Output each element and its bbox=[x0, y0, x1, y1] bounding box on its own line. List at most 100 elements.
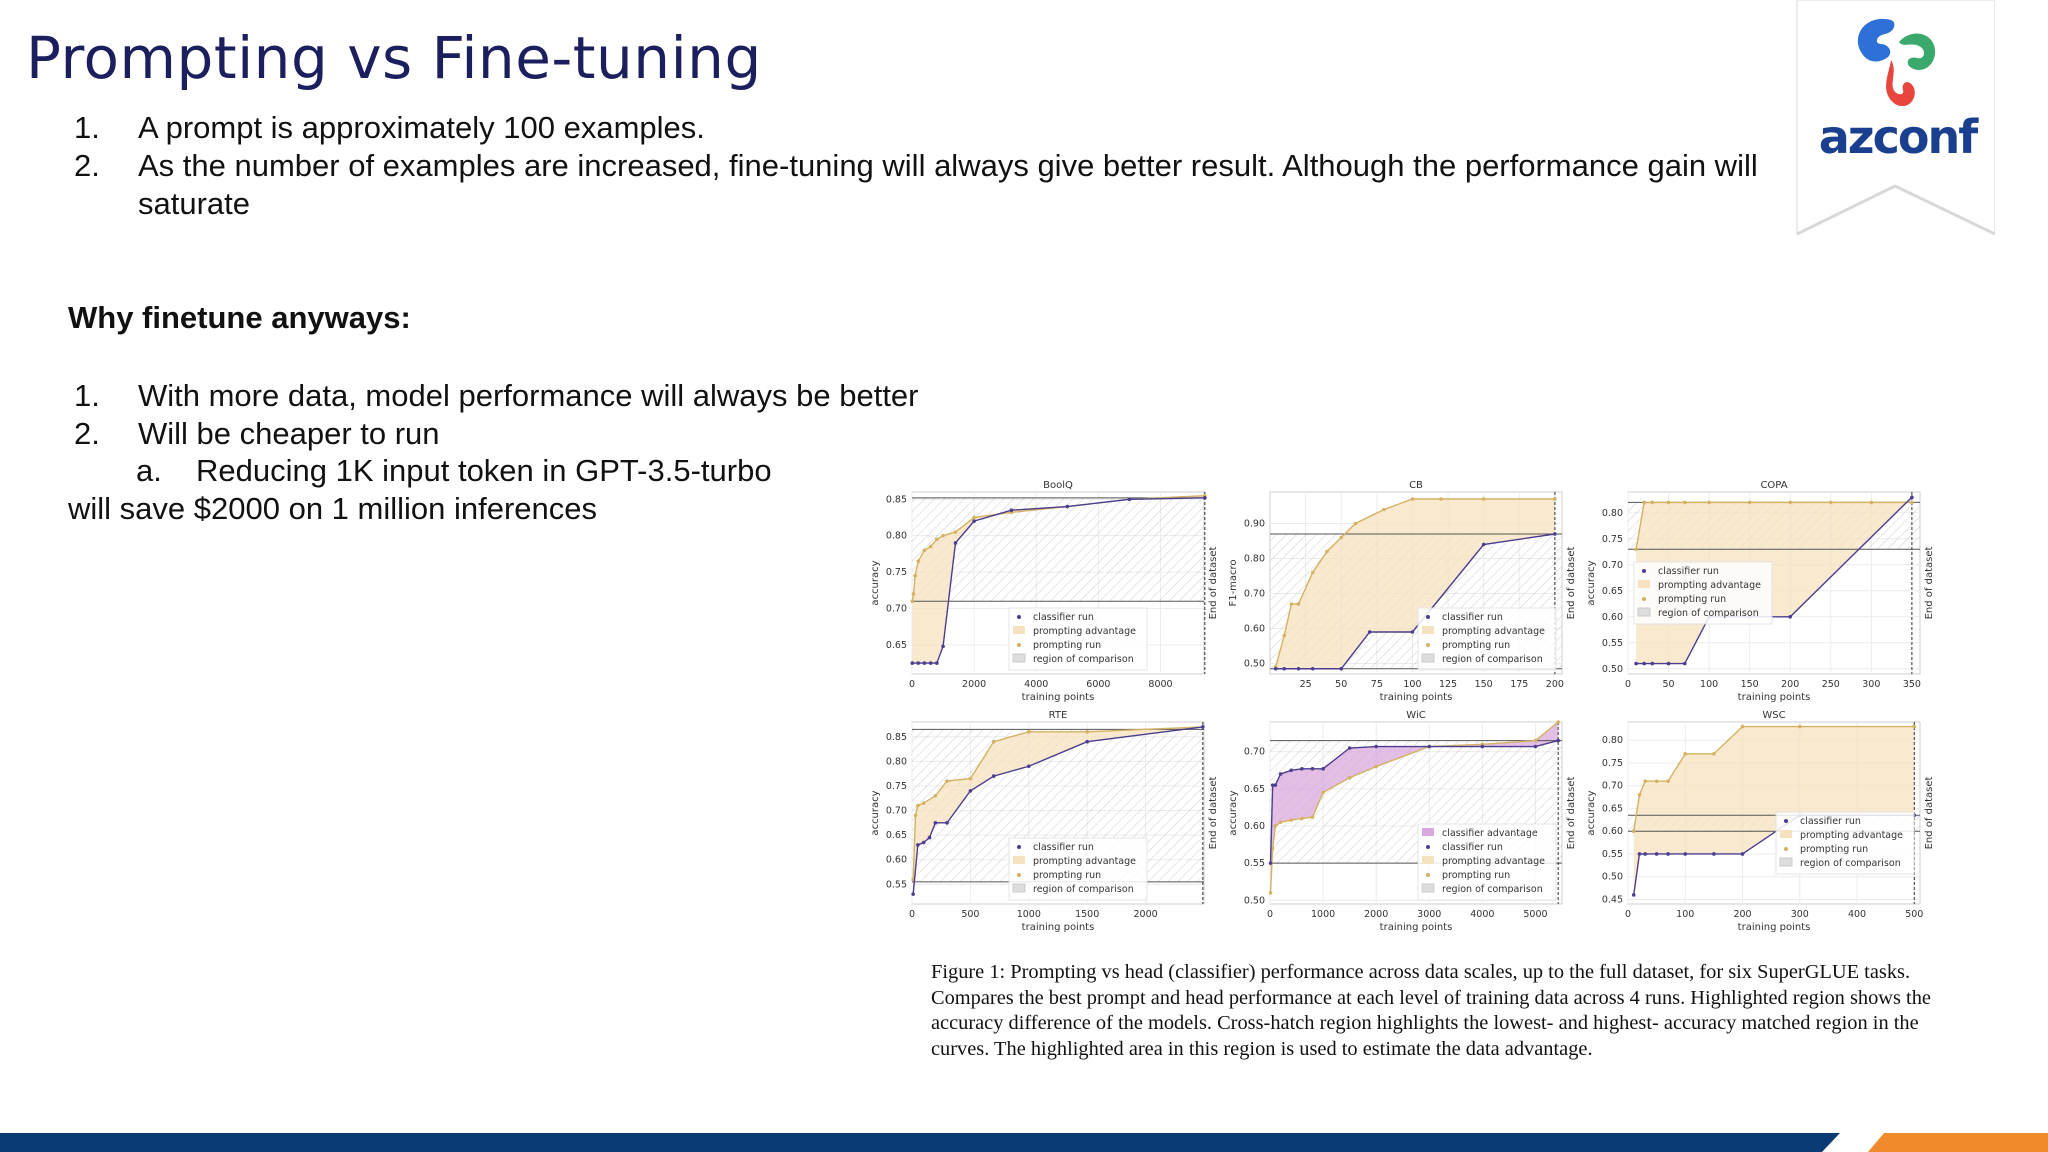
prompting-run-point bbox=[972, 515, 976, 520]
prompting-run-point bbox=[1310, 570, 1315, 575]
list-number: 2. bbox=[74, 148, 100, 183]
y-tick-label: 0.80 bbox=[1244, 554, 1265, 565]
prompting-run-point bbox=[1278, 820, 1283, 825]
prompting-run-point bbox=[1270, 846, 1275, 851]
classifier-run-point bbox=[1310, 666, 1315, 671]
prompting-run-point bbox=[1707, 500, 1711, 505]
prompting-advantage-area bbox=[913, 726, 1203, 895]
prompting-run-point bbox=[935, 537, 939, 542]
classifier-run-line bbox=[1633, 814, 1915, 895]
prompting-run-point bbox=[1282, 633, 1287, 638]
legend-label: region of comparison bbox=[1033, 884, 1134, 895]
legend-box bbox=[1633, 561, 1773, 625]
x-tick-label: 0 bbox=[909, 909, 915, 920]
x-tick-label: 0 bbox=[1625, 679, 1631, 690]
legend-marker bbox=[1426, 615, 1430, 619]
legend-label: classifier run bbox=[1033, 612, 1094, 623]
figure-caption: Figure 1: Prompting vs head (classifier)… bbox=[931, 961, 1931, 1060]
y-axis-label: accuracy bbox=[1586, 560, 1597, 605]
classifier-run-point bbox=[1553, 532, 1557, 536]
y-tick-label: 0.60 bbox=[1244, 821, 1265, 832]
prompting-run-point bbox=[913, 813, 918, 818]
x-tick-label: 250 bbox=[1822, 679, 1840, 690]
legend-swatch bbox=[1012, 653, 1026, 663]
legend-label: region of comparison bbox=[1658, 608, 1759, 619]
chart-legend: classifier advantage classifier run prompt… bbox=[1417, 823, 1557, 901]
classifier-run-point bbox=[1666, 852, 1670, 856]
y-tick-label: 0.50 bbox=[1602, 872, 1623, 883]
prompting-run-point bbox=[1410, 497, 1415, 501]
x-tick-label: 100 bbox=[1676, 909, 1694, 920]
y-tick-label: 0.60 bbox=[886, 855, 907, 866]
legend-label: prompting advantage bbox=[1442, 856, 1545, 867]
list-item-text: Will be cheaper to run bbox=[138, 416, 440, 451]
sub-list-text: Reducing 1K input token in GPT-3.5-turbo bbox=[196, 453, 772, 488]
list-item: 2. Will be cheaper to run bbox=[74, 415, 974, 453]
classifier-run-point bbox=[1065, 504, 1070, 509]
region-of-comparison bbox=[912, 497, 1204, 602]
why-heading: Why finetune anyways: bbox=[68, 300, 411, 335]
legend-label: region of comparison bbox=[1442, 654, 1543, 665]
y-tick-label: 0.80 bbox=[886, 531, 907, 542]
prompting-run-point bbox=[991, 739, 996, 744]
classifier-run-point bbox=[1666, 661, 1671, 666]
legend-label: classifier run bbox=[1658, 566, 1719, 577]
classifier-run-point bbox=[1427, 744, 1432, 749]
classifier-run-point bbox=[1642, 661, 1647, 666]
classifier-run-point bbox=[1009, 508, 1014, 512]
prompting-run-point bbox=[928, 544, 933, 549]
classifier-run-point bbox=[1300, 767, 1304, 771]
prompting-run-point bbox=[1788, 500, 1793, 505]
list-item: 1. A prompt is approximately 100 example… bbox=[74, 109, 1774, 147]
legend-label: classifier run bbox=[1033, 842, 1094, 853]
x-tick-label: 500 bbox=[1905, 909, 1923, 920]
prompting-run-point bbox=[945, 779, 949, 783]
prompting-advantage-area bbox=[1633, 726, 1915, 895]
y-tick-label: 0.60 bbox=[1244, 624, 1265, 635]
legend-swatch bbox=[1422, 626, 1434, 634]
legend-label: prompting run bbox=[1033, 640, 1101, 651]
why-list: 1. With more data, model performance wil… bbox=[74, 377, 974, 453]
azconf-logo: azconf bbox=[1795, 0, 1995, 236]
legend-label: region of comparison bbox=[1442, 884, 1543, 895]
classifier-run-point bbox=[1481, 542, 1486, 547]
legend-swatch bbox=[1637, 607, 1651, 617]
list-item-text: A prompt is approximately 100 examples. bbox=[138, 110, 705, 145]
legend-swatch bbox=[1421, 883, 1435, 893]
x-tick-label: 1000 bbox=[1017, 909, 1041, 920]
prompting-run-point bbox=[1666, 500, 1671, 505]
prompting-run-line bbox=[1633, 725, 1915, 832]
chart-title: WSC bbox=[1762, 710, 1785, 721]
chart-title: BoolQ bbox=[1043, 480, 1073, 491]
y-tick-label: 0.70 bbox=[886, 806, 907, 817]
prompting-run-point bbox=[1910, 500, 1914, 505]
list-item-text: As the number of examples are increased,… bbox=[138, 148, 1758, 221]
chart-legend: classifier run prompting advantage prompti… bbox=[1775, 811, 1915, 875]
prompting-run-point bbox=[1643, 779, 1647, 783]
legend-marker bbox=[1017, 845, 1021, 849]
classifier-run-point bbox=[1634, 661, 1638, 666]
x-tick-label: 0 bbox=[909, 679, 915, 690]
y-tick-label: 0.75 bbox=[886, 781, 907, 792]
classifier-run-point bbox=[922, 661, 927, 665]
y-tick-label: 0.45 bbox=[1602, 894, 1623, 905]
prompting-run-point bbox=[1481, 497, 1486, 501]
prompting-run-point bbox=[1382, 507, 1386, 512]
legend-box bbox=[1417, 607, 1557, 671]
prompting-run-point bbox=[1289, 818, 1294, 822]
legend-swatch bbox=[1638, 580, 1650, 588]
legend-label: classifier advantage bbox=[1442, 828, 1538, 839]
legend-marker bbox=[1017, 615, 1021, 619]
classifier-run-point bbox=[916, 843, 920, 847]
y-tick-label: 0.80 bbox=[1602, 735, 1623, 746]
list-item: 1. With more data, model performance wil… bbox=[74, 377, 974, 415]
x-tick-label: 350 bbox=[1903, 679, 1921, 690]
x-axis-label: training points bbox=[1738, 692, 1811, 703]
y-tick-label: 0.55 bbox=[1244, 858, 1265, 869]
classifier-run-point bbox=[1643, 852, 1647, 856]
legend-label: region of comparison bbox=[1800, 858, 1901, 869]
x-tick-label: 300 bbox=[1862, 679, 1880, 690]
prompting-run-point bbox=[933, 793, 938, 798]
y-tick-label: 0.75 bbox=[886, 567, 907, 578]
legend-marker bbox=[1017, 873, 1021, 877]
